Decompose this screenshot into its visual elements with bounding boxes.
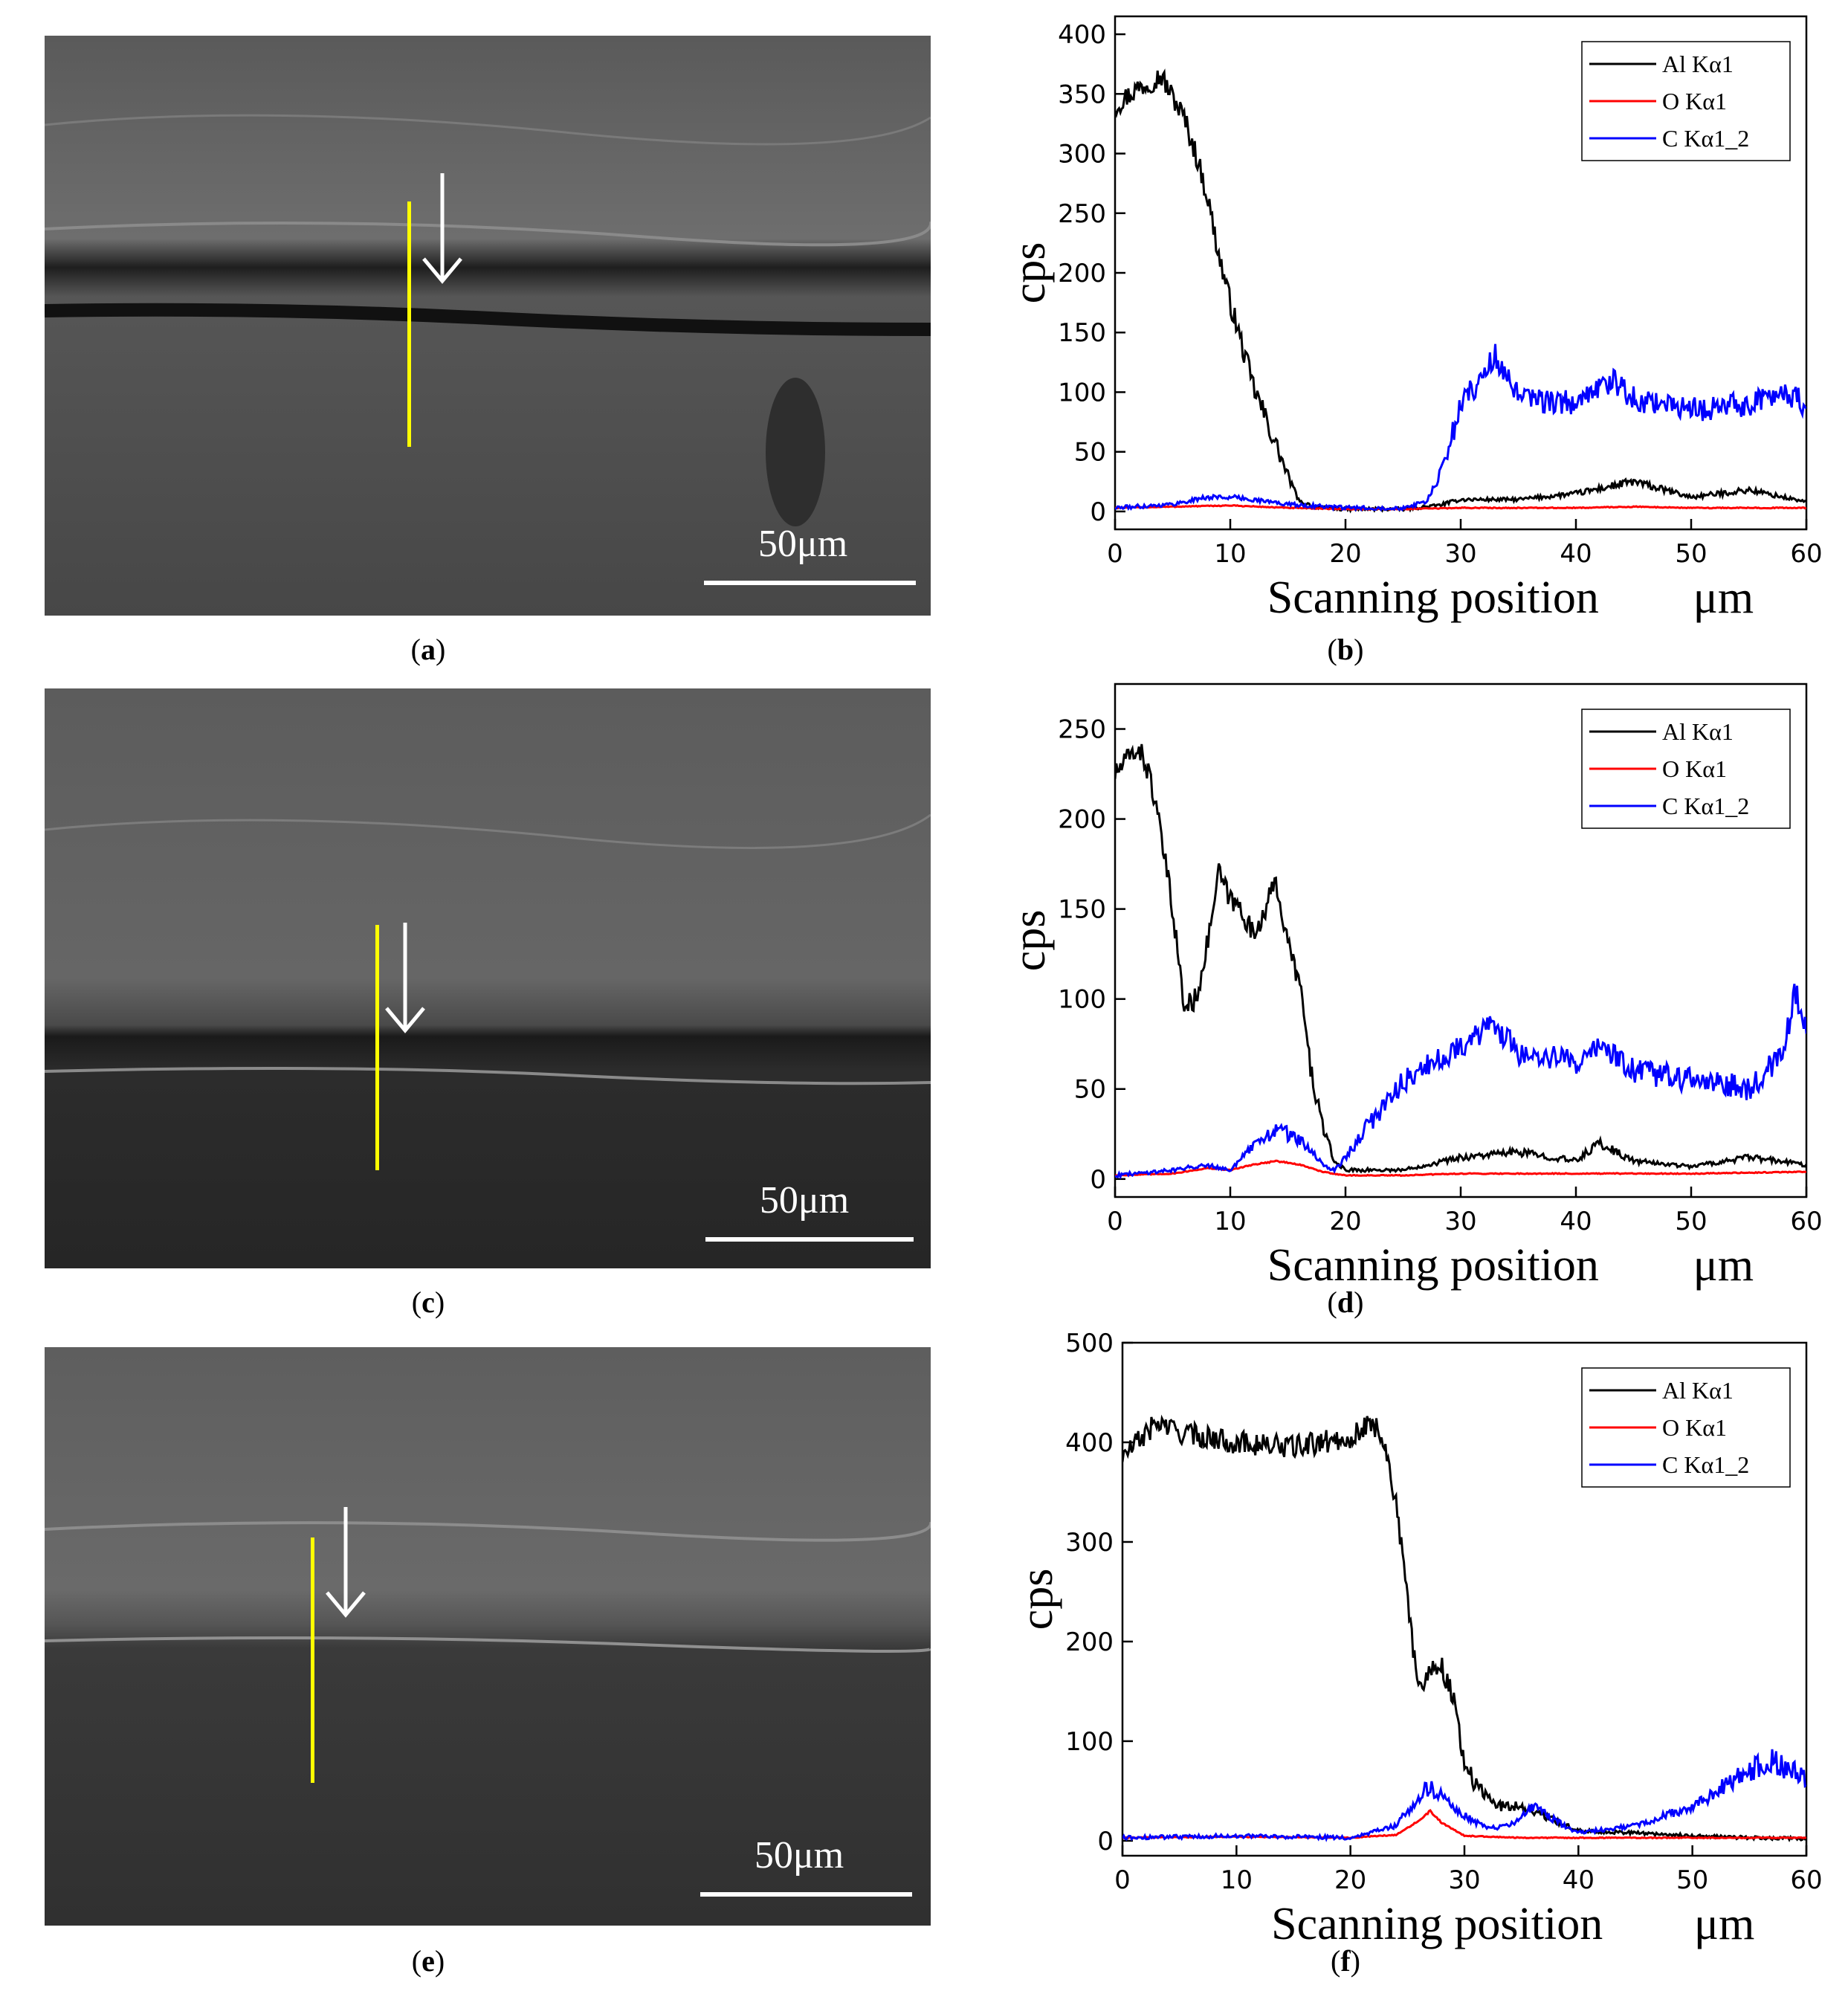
legend-label-c: C Kα1_2: [1662, 125, 1749, 152]
sem-image-c: 50μm: [45, 688, 931, 1268]
scale-bar: [704, 581, 916, 585]
line-chart-d: 0 50 100 150 200 250 0 10 20 30 40 50 60 cps Scanning …: [1004, 683, 1823, 1291]
sem-image-c-drawing: 50μm: [45, 688, 931, 1268]
scale-bar: [705, 1237, 914, 1242]
x-tick-label: 20: [1334, 1865, 1366, 1895]
x-axis-unit: μm: [1693, 572, 1754, 623]
chart-f: 0 100 200 300 400 500 0 10 20 30 40 50 60 cps Scanning…: [1011, 1314, 1848, 1949]
sem-image-a: 50μm: [45, 36, 931, 616]
y-tick-label: 100: [1058, 378, 1106, 407]
series-line-c: [1122, 1749, 1806, 1842]
scan-direction-arrow-icon: [422, 173, 462, 284]
caption-a: (a): [410, 633, 446, 666]
series-line-c: [1115, 984, 1806, 1180]
x-tick-label: 10: [1214, 1207, 1246, 1236]
x-tick-label: 30: [1444, 1207, 1476, 1236]
chart-b: 0 50 100 150 200 250 300 350 400 0 10 20 30 40 50 60 cps…: [1004, 0, 1848, 625]
series-line-al: [1115, 68, 1806, 514]
x-tick-label: 10: [1221, 1865, 1253, 1895]
line-chart-f: 0 100 200 300 400 500 0 10 20 30 40 50 60 cps Scanning…: [1012, 1329, 1823, 1949]
x-tick-label: 10: [1214, 539, 1246, 569]
caption-d: (d): [1327, 1285, 1364, 1319]
line-chart-b: 0 50 100 150 200 250 300 350 400 0 10 20 30 40 50 60 cps…: [1004, 15, 1823, 623]
legend-label-c: C Kα1_2: [1662, 1451, 1749, 1478]
x-tick-label: 0: [1114, 1865, 1131, 1895]
y-tick-label: 50: [1074, 438, 1106, 468]
sem-image-a-drawing: 50μm: [45, 36, 931, 616]
line-scan-marker: [311, 1538, 314, 1783]
x-tick-label: 0: [1107, 1207, 1123, 1236]
y-tick-label: 300: [1058, 140, 1106, 170]
legend-label-al: Al Kα1: [1662, 51, 1734, 77]
y-axis-label: cps: [1004, 910, 1055, 972]
y-tick-label: 250: [1058, 199, 1106, 229]
x-axis-unit: μm: [1694, 1899, 1754, 1949]
x-tick-label: 60: [1790, 539, 1822, 569]
x-tick-label: 40: [1560, 539, 1592, 569]
x-axis-label: Scanning position: [1267, 1240, 1599, 1291]
y-tick-label: 200: [1058, 805, 1106, 835]
x-tick-label: 20: [1329, 539, 1361, 569]
scan-direction-arrow-icon: [385, 923, 425, 1033]
y-axis-label: cps: [1012, 1569, 1062, 1630]
x-tick-label: 50: [1676, 1865, 1708, 1895]
y-tick-label: 300: [1065, 1528, 1114, 1558]
x-tick-label: 20: [1329, 1207, 1361, 1236]
scale-label: 50μm: [758, 523, 847, 565]
x-tick-label: 60: [1790, 1865, 1822, 1895]
series-line-c: [1115, 343, 1806, 512]
y-tick-label: 350: [1058, 80, 1106, 109]
y-tick-label: 200: [1065, 1627, 1114, 1657]
line-scan-marker: [375, 925, 379, 1170]
x-tick-label: 50: [1675, 539, 1707, 569]
x-axis-label: Scanning position: [1271, 1899, 1603, 1949]
x-tick-label: 40: [1560, 1207, 1592, 1236]
y-tick-label: 150: [1058, 895, 1106, 925]
series-line-o: [1115, 504, 1806, 512]
y-tick-label: 250: [1058, 715, 1106, 745]
x-tick-label: 30: [1448, 1865, 1480, 1895]
y-tick-label: 200: [1058, 259, 1106, 288]
legend-label-al: Al Kα1: [1662, 718, 1734, 745]
line-scan-marker: [407, 201, 411, 447]
y-tick-label: 0: [1097, 1827, 1114, 1856]
y-tick-label: 400: [1065, 1428, 1114, 1458]
series-line-al: [1122, 1414, 1806, 1842]
x-tick-label: 30: [1444, 539, 1476, 569]
legend-label-o: O Kα1: [1662, 88, 1727, 114]
legend-label-o: O Kα1: [1662, 755, 1727, 782]
y-tick-label: 500: [1065, 1329, 1114, 1358]
y-tick-label: 100: [1058, 985, 1106, 1015]
y-tick-label: 50: [1074, 1075, 1106, 1105]
scan-direction-arrow-icon: [326, 1507, 366, 1618]
scale-bar: [700, 1892, 912, 1897]
series-line-al: [1115, 743, 1806, 1174]
legend-label-al: Al Kα1: [1662, 1377, 1734, 1404]
x-axis-label: Scanning position: [1267, 572, 1599, 623]
x-tick-label: 0: [1107, 539, 1123, 569]
sem-image-e-drawing: 50μm: [45, 1347, 931, 1926]
legend-label-o: O Kα1: [1662, 1414, 1727, 1441]
x-tick-label: 50: [1675, 1207, 1707, 1236]
caption-b: (b): [1327, 633, 1364, 666]
y-axis-label: cps: [1004, 242, 1055, 304]
x-tick-label: 60: [1790, 1207, 1822, 1236]
y-tick-label: 100: [1065, 1727, 1114, 1757]
sem-image-e: 50μm: [45, 1347, 931, 1926]
chart-d: 0 50 100 150 200 250 0 10 20 30 40 50 60 cps Scanning …: [1004, 654, 1848, 1291]
caption-e: (e): [411, 1944, 445, 1978]
caption-c: (c): [411, 1285, 445, 1319]
x-axis-unit: μm: [1693, 1240, 1754, 1291]
y-tick-label: 150: [1058, 318, 1106, 348]
scale-label: 50μm: [760, 1179, 849, 1222]
legend-label-c: C Kα1_2: [1662, 793, 1749, 819]
y-tick-label: 0: [1090, 497, 1106, 527]
y-tick-label: 400: [1058, 20, 1106, 50]
x-tick-label: 40: [1563, 1865, 1595, 1895]
y-tick-label: 0: [1090, 1165, 1106, 1195]
caption-f: (f): [1331, 1944, 1360, 1978]
scale-label: 50μm: [755, 1834, 844, 1877]
